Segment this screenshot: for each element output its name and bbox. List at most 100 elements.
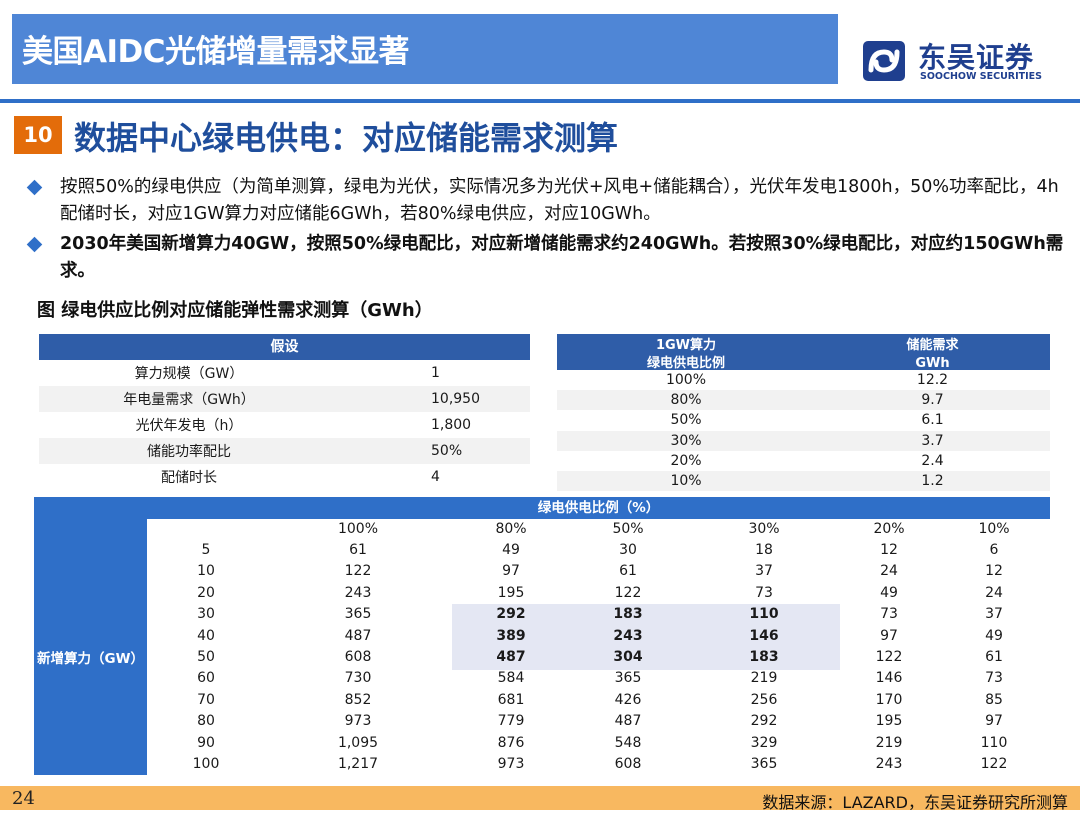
matrix-cell: 97	[985, 713, 1003, 730]
matrix-left-header: 新增算力（GW）	[37, 651, 144, 667]
page-title: 美国AIDC光储增量需求显著	[22, 34, 410, 70]
matrix-cell: 487	[496, 649, 526, 665]
matrix-cell: 170	[875, 691, 903, 708]
matrix-highlight	[452, 604, 840, 670]
matrix-row-gw: 30	[197, 606, 215, 623]
matrix-cell: 73	[755, 584, 773, 601]
matrix-cell: 49	[880, 584, 898, 601]
matrix-cell: 37	[985, 606, 1003, 623]
table-row: 80% 9.7	[557, 390, 1050, 411]
matrix-column-header: 50%	[612, 521, 644, 537]
matrix-cell: 608	[344, 649, 372, 665]
matrix-cell: 183	[613, 606, 643, 623]
logo-name-cn: 东吴证券	[918, 41, 1035, 74]
assumptions-header: 假设	[39, 334, 530, 360]
bullet-text: 2030年美国新增算力40GW，按照50%绿电配比，对应新增储能需求约240GW…	[60, 234, 1064, 281]
assumption-label: 配储时长	[161, 470, 217, 486]
matrix-cell: 292	[496, 606, 526, 623]
matrix-cell: 146	[875, 670, 903, 687]
matrix-cell: 12	[985, 563, 1003, 580]
ratio-cell: 80%	[670, 392, 702, 409]
matrix-cell: 49	[985, 627, 1003, 644]
matrix-row-gw: 40	[197, 627, 215, 644]
matrix-cell: 12	[880, 542, 898, 558]
matrix-cell: 730	[344, 670, 372, 687]
matrix-row-gw: 70	[197, 691, 215, 708]
matrix-row-gw: 20	[197, 584, 215, 601]
company-logo: 东吴证券 SOOCHOW SECURITIES	[862, 36, 1062, 86]
ratio-cell: 100%	[665, 372, 707, 389]
header-line: GWh	[915, 356, 950, 371]
matrix-cell: 487	[614, 713, 642, 730]
matrix-column-header: 80%	[495, 521, 527, 537]
value-cell: 1.2	[921, 473, 944, 490]
matrix-cell: 122	[875, 649, 903, 665]
header-bar	[12, 14, 838, 84]
assumptions-table: 假设 算力规模（GW） 1 年电量需求（GWh） 10,950 光伏年发电（h） 1,…	[39, 334, 530, 490]
matrix-cell: 243	[613, 627, 643, 644]
matrix-cell: 18	[755, 542, 773, 558]
table-row: 50% 6.1	[557, 410, 1050, 430]
matrix-cell: 24	[880, 563, 898, 580]
matrix-cell: 256	[750, 691, 778, 708]
matrix-cell: 389	[496, 627, 526, 644]
sensitivity-matrix: 新增算力（GW） 绿电供电比例（%） 100% 80% 50% 30% 20% 10% 5 6…	[34, 497, 1050, 775]
value-cell: 3.7	[921, 432, 944, 449]
matrix-row-gw: 50	[197, 649, 215, 665]
matrix-cell: 122	[344, 563, 372, 580]
matrix-cell: 973	[344, 713, 372, 730]
bullet-diamond-icon	[26, 236, 43, 253]
matrix-cell: 548	[614, 734, 642, 751]
ratio-cell: 30%	[670, 432, 702, 449]
matrix-cell: 97	[502, 563, 520, 580]
value-cell: 9.7	[921, 392, 944, 409]
matrix-cell: 852	[344, 691, 372, 708]
table-row: 30% 3.7	[557, 430, 1050, 451]
matrix-cell: 30	[619, 542, 637, 558]
header-line: 1GW算力	[655, 338, 717, 353]
matrix-row-gw: 100	[192, 756, 220, 772]
matrix-column-header: 10%	[978, 521, 1010, 537]
matrix-column-header: 100%	[337, 521, 379, 537]
matrix-cell: 183	[749, 649, 779, 665]
table-row: 配储时长 4	[39, 464, 530, 490]
matrix-cell: 49	[502, 542, 520, 558]
matrix-cell: 146	[749, 627, 779, 644]
matrix-cell: 122	[614, 584, 642, 601]
figure-caption: 图 绿电供应比例对应储能弹性需求测算（GWh）	[37, 300, 433, 321]
table-row: 算力规模（GW） 1	[39, 360, 530, 386]
matrix-cell: 61	[985, 649, 1003, 665]
table-row: 储能功率配比 50%	[39, 438, 530, 464]
data-source: 数据来源：LAZARD，东吴证券研究所测算	[762, 793, 1068, 812]
matrix-row-gw: 80	[197, 713, 215, 730]
matrix-cell: 608	[614, 756, 642, 772]
matrix-row-gw: 60	[197, 670, 215, 687]
value-cell: 12.2	[916, 372, 949, 389]
assumption-value: 4	[431, 469, 440, 485]
matrix-cell: 292	[750, 713, 778, 730]
value-cell: 2.4	[921, 452, 944, 469]
header-line: 储能需求	[906, 338, 959, 353]
matrix-cell: 219	[875, 734, 903, 751]
matrix-cell: 304	[613, 649, 643, 665]
matrix-top-header: 绿电供电比例（%）	[147, 497, 1050, 519]
section-title: 数据中心绿电供电：对应储能需求测算	[74, 119, 619, 157]
logo-name-en: SOOCHOW SECURITIES	[920, 71, 1042, 82]
ratio-cell: 20%	[670, 452, 702, 469]
matrix-row-gw: 90	[197, 734, 215, 751]
bullet-text: 按照50%的绿电供应（为简单测算，绿电为光伏，实际情况多为光伏+风电+储能耦合）…	[60, 177, 1059, 224]
matrix-left-header-bg	[34, 497, 147, 775]
matrix-cell: 61	[349, 542, 367, 558]
footer-bar	[0, 786, 1080, 810]
assumption-label: 算力规模（GW）	[134, 366, 244, 382]
soochow-logo-icon	[863, 41, 905, 81]
bullet-diamond-icon	[26, 179, 43, 196]
matrix-column-header: 30%	[748, 521, 780, 537]
table-row: 20% 2.4	[557, 451, 1050, 471]
matrix-cell: 6	[989, 542, 999, 558]
assumption-label: 光伏年发电（h）	[135, 418, 243, 434]
matrix-cell: 243	[875, 756, 903, 772]
matrix-cell: 195	[497, 584, 525, 601]
matrix-cell: 876	[497, 734, 525, 751]
table-row: 年电量需求（GWh） 10,950	[39, 386, 530, 412]
